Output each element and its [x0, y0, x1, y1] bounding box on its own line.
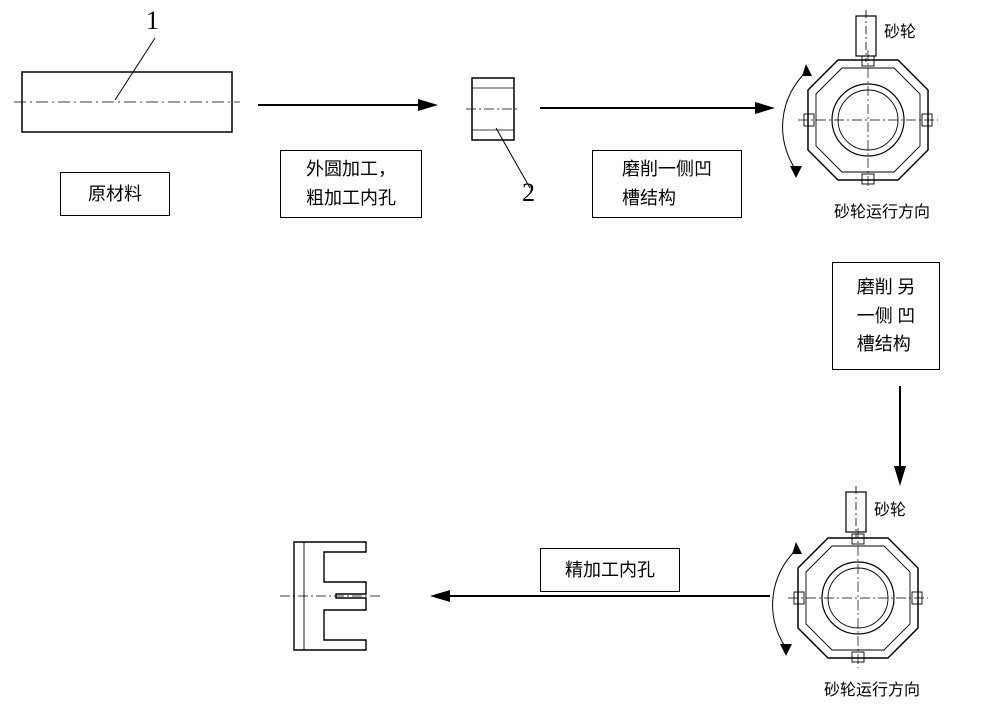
label-wheel-2: 砂轮	[874, 496, 906, 520]
label-wheel-1: 砂轮	[884, 18, 916, 42]
label-grind-one-side: 磨削一侧凹 槽结构	[592, 150, 742, 218]
arrow-1	[258, 99, 438, 111]
label-outer-rough: 外圆加工， 粗加工内孔	[280, 150, 422, 218]
label-wheel-dir-1: 砂轮运行方向	[834, 198, 930, 222]
callout-1: 1	[146, 6, 159, 36]
label-raw-material: 原材料	[60, 172, 170, 216]
cylinder-shape	[466, 78, 520, 140]
arrow-2	[540, 102, 775, 114]
label-wheel-dir-2: 砂轮运行方向	[824, 676, 920, 700]
callout-1-leader	[115, 38, 155, 100]
grooved-part-front-2	[788, 528, 928, 668]
callout-2: 2	[522, 178, 535, 208]
label-grind-other-side: 磨削 另 一侧 凹 槽结构	[832, 262, 940, 370]
grooved-part-front-1	[798, 50, 938, 190]
label-finish-inner: 精加工内孔	[540, 548, 680, 592]
final-part-side	[280, 542, 380, 650]
grinding-wheel-2	[846, 486, 866, 538]
grinding-wheel-1	[856, 10, 876, 62]
arrow-3	[894, 386, 906, 486]
